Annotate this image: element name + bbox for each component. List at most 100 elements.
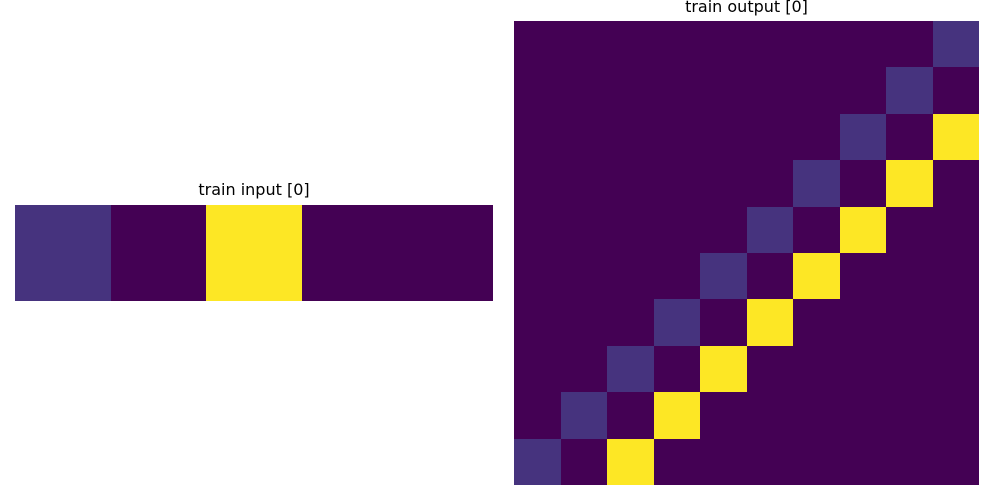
output-grid-cell bbox=[560, 67, 607, 114]
output-grid-cell bbox=[932, 160, 979, 207]
output-grid-cell bbox=[746, 299, 793, 346]
input-grid-cell bbox=[301, 205, 398, 301]
output-grid-cell bbox=[560, 21, 607, 68]
output-grid-cell bbox=[746, 392, 793, 439]
output-grid-cell bbox=[514, 67, 561, 114]
output-grid-cell bbox=[700, 392, 747, 439]
output-grid-cell bbox=[793, 253, 840, 300]
output-grid-cell bbox=[514, 206, 561, 253]
output-grid-cell bbox=[607, 67, 654, 114]
output-grid-cell bbox=[793, 21, 840, 68]
output-grid-cell bbox=[700, 299, 747, 346]
input-grid-cell bbox=[15, 205, 111, 301]
train-output-title: train output [0] bbox=[685, 0, 808, 16]
output-grid-cell bbox=[839, 392, 886, 439]
output-grid-cell bbox=[700, 253, 747, 300]
train-input-title: train input [0] bbox=[198, 180, 310, 199]
output-grid-cell bbox=[560, 253, 607, 300]
output-grid-cell bbox=[932, 299, 979, 346]
output-grid-cell bbox=[560, 113, 607, 161]
output-grid-cell bbox=[607, 160, 654, 207]
train-output-grid bbox=[514, 21, 979, 485]
output-grid-cell bbox=[514, 113, 561, 161]
output-grid-cell bbox=[932, 345, 979, 393]
output-grid-cell bbox=[886, 21, 933, 68]
output-grid-cell bbox=[560, 206, 607, 253]
output-grid-cell bbox=[560, 392, 607, 439]
output-grid-cell bbox=[746, 21, 793, 68]
output-grid-cell bbox=[560, 299, 607, 346]
output-grid-cell bbox=[560, 438, 607, 485]
output-grid-cell bbox=[653, 253, 700, 300]
output-grid-cell bbox=[839, 67, 886, 114]
output-grid-cell bbox=[932, 206, 979, 253]
output-grid-cell bbox=[653, 438, 700, 485]
output-grid-cell bbox=[746, 113, 793, 161]
output-grid-cell bbox=[793, 438, 840, 485]
train-input-grid bbox=[15, 205, 493, 301]
output-grid-cell bbox=[886, 160, 933, 207]
output-grid-cell bbox=[793, 345, 840, 393]
output-grid-cell bbox=[700, 113, 747, 161]
output-grid-cell bbox=[653, 206, 700, 253]
output-grid-cell bbox=[793, 67, 840, 114]
output-grid-cell bbox=[653, 113, 700, 161]
output-grid-cell bbox=[514, 21, 561, 68]
output-grid-cell bbox=[932, 392, 979, 439]
output-grid-cell bbox=[746, 253, 793, 300]
output-grid-cell bbox=[839, 160, 886, 207]
output-grid-cell bbox=[700, 67, 747, 114]
output-grid-cell bbox=[653, 67, 700, 114]
input-grid-cell bbox=[206, 205, 302, 301]
output-grid-cell bbox=[653, 345, 700, 393]
output-grid-cell bbox=[514, 345, 561, 393]
output-grid-cell bbox=[700, 345, 747, 393]
output-grid-cell bbox=[700, 160, 747, 207]
output-grid-cell bbox=[932, 21, 979, 68]
output-grid-cell bbox=[932, 438, 979, 485]
output-grid-cell bbox=[607, 345, 654, 393]
output-grid-cell bbox=[746, 67, 793, 114]
output-grid-cell bbox=[886, 206, 933, 253]
output-grid-cell bbox=[607, 113, 654, 161]
output-grid-cell bbox=[886, 345, 933, 393]
output-grid-cell bbox=[653, 299, 700, 346]
output-grid-cell bbox=[514, 253, 561, 300]
output-grid-cell bbox=[653, 392, 700, 439]
output-grid-cell bbox=[607, 299, 654, 346]
output-grid-cell bbox=[886, 438, 933, 485]
output-grid-cell bbox=[793, 160, 840, 207]
output-grid-cell bbox=[793, 206, 840, 253]
output-grid-cell bbox=[886, 113, 933, 161]
output-grid-cell bbox=[607, 21, 654, 68]
output-grid-cell bbox=[839, 438, 886, 485]
output-grid-cell bbox=[886, 253, 933, 300]
output-grid-cell bbox=[932, 67, 979, 114]
output-grid-cell bbox=[839, 253, 886, 300]
output-grid-cell bbox=[700, 206, 747, 253]
output-grid-cell bbox=[746, 206, 793, 253]
input-grid-cell bbox=[110, 205, 207, 301]
output-grid-cell bbox=[932, 113, 979, 161]
output-grid-cell bbox=[793, 392, 840, 439]
output-grid-cell bbox=[514, 160, 561, 207]
output-grid-cell bbox=[932, 253, 979, 300]
output-grid-cell bbox=[560, 345, 607, 393]
input-grid-cell bbox=[397, 205, 493, 301]
output-grid-cell bbox=[514, 438, 561, 485]
output-grid-cell bbox=[514, 299, 561, 346]
output-grid-cell bbox=[607, 392, 654, 439]
output-grid-cell bbox=[700, 21, 747, 68]
output-grid-cell bbox=[886, 299, 933, 346]
output-grid-cell bbox=[653, 160, 700, 207]
output-grid-cell bbox=[839, 345, 886, 393]
output-grid-cell bbox=[514, 392, 561, 439]
output-grid-cell bbox=[746, 438, 793, 485]
output-grid-cell bbox=[607, 206, 654, 253]
output-grid-cell bbox=[746, 160, 793, 207]
output-grid-cell bbox=[886, 67, 933, 114]
output-grid-cell bbox=[607, 438, 654, 485]
output-grid-cell bbox=[746, 345, 793, 393]
output-grid-cell bbox=[839, 21, 886, 68]
output-grid-cell bbox=[607, 253, 654, 300]
